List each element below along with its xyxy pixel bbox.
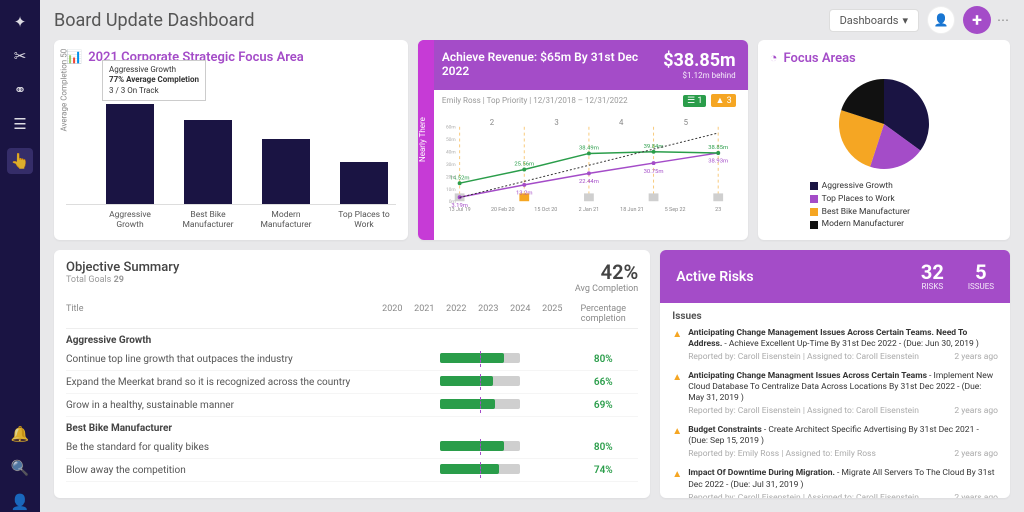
legend-item: Modern Manufacturer [810,218,998,231]
objective-summary-card: Objective Summary Total Goals 29 42% Avg… [54,250,650,498]
focus-areas-pie-card: ◔ Focus Areas Aggressive GrowthTop Place… [758,40,1010,240]
y-axis-label: Average Completion 50 [60,48,69,131]
objective-group: Aggressive Growth [66,329,638,348]
dashboards-dropdown[interactable]: Dashboards ▾ [829,9,919,32]
risks-count: 32 [921,262,944,282]
topbar: Board Update Dashboard Dashboards ▾ 👤 + … [40,0,1024,40]
bar[interactable]: Aggressive Growth [106,104,154,204]
svg-text:2: 2 [490,118,495,127]
objective-row[interactable]: Expand the Meerkat brand so it is recogn… [66,371,638,394]
issue-item[interactable]: ▲ Impact Of Downtime During Migration. -… [672,468,998,498]
add-button[interactable]: + [963,6,991,34]
svg-text:23: 23 [715,207,721,213]
risks-heading: Active Risks [676,269,753,285]
svg-text:20m: 20m [446,174,456,180]
bar[interactable]: Best Bike Manufacturer [184,120,232,205]
issue-item[interactable]: ▲ Anticipating Change Managment Issues A… [672,371,998,417]
focus-area-card: 📊 2021 Corporate Strategic Focus Area Ag… [54,40,408,240]
bar-label: Best Bike Manufacturer [173,210,243,230]
dashboards-label: Dashboards [840,14,899,27]
nav-scissors-icon[interactable]: ✂ [10,46,30,66]
bar-label: Modern Manufacturer [251,210,321,230]
more-menu[interactable]: ⋯ [997,13,1010,27]
svg-text:2 Jan 21: 2 Jan 21 [578,207,599,213]
user-icon-button[interactable]: 👤 [927,6,955,34]
objective-row[interactable]: Blow away the competition 74% [66,459,638,482]
svg-text:30.75m: 30.75m [643,169,663,175]
issue-item[interactable]: ▲ Budget Constraints - Create Architect … [672,425,998,460]
svg-text:38.93m: 38.93m [708,159,728,165]
issues-section-label: Issues [672,311,998,322]
svg-text:18 Jun 21: 18 Jun 21 [620,207,644,213]
svg-text:13 Jul 19: 13 Jul 19 [448,207,470,213]
issue-item[interactable]: ▲ Anticipating Change Management Issues … [672,328,998,363]
svg-text:20 Feb 20: 20 Feb 20 [491,207,515,213]
svg-text:30m: 30m [446,162,456,168]
chevron-down-icon: ▾ [902,14,908,27]
bar-tooltip: Aggressive Growth 77% Average Completion… [102,60,206,101]
revenue-line-chart: 23453.19m13.2m22.44m30.75m38.93m14.52m25… [442,113,736,215]
svg-text:13.2m: 13.2m [516,191,533,197]
warning-icon: ▲ [672,328,682,363]
svg-text:10m: 10m [446,187,456,193]
svg-text:38.85m: 38.85m [708,145,728,151]
objective-group: Best Bike Manufacturer [66,417,638,436]
svg-text:4: 4 [619,118,624,127]
active-risks-card: Active Risks 32RISKS 5ISSUES Issues ▲ An… [660,250,1010,498]
svg-text:5: 5 [684,118,689,127]
svg-text:40m: 40m [446,150,456,156]
svg-text:5 Sep 22: 5 Sep 22 [665,207,686,213]
bar[interactable]: Modern Manufacturer [262,139,310,204]
svg-text:60m: 60m [446,125,456,131]
issues-count: 5 [968,262,994,282]
revenue-badge-green[interactable]: ☰ 1 [683,95,706,107]
pie-title: Focus Areas [784,51,856,66]
nav-search-icon[interactable]: 🔍 [10,458,30,478]
objective-row[interactable]: Grow in a healthy, sustainable manner 69… [66,394,638,417]
revenue-amount: $38.85m [663,50,735,71]
bar-label: Aggressive Growth [95,210,165,230]
revenue-behind: $1.12m behind [663,71,735,80]
revenue-card: Nearly There Achieve Revenue: $65m By 31… [418,40,748,240]
legend-item: Top Places to Work [810,193,998,206]
side-nav: ✦ ✂ ⚭ ☰ 👆 🔔 🔍 👤 [0,0,40,512]
bar[interactable]: Top Places to Work [340,162,388,204]
warning-icon: ▲ [672,425,682,460]
revenue-meta: Emily Ross | Top Priority | 12/31/2018 –… [442,96,628,105]
pie-chart [834,74,934,174]
pie-legend: Aggressive GrowthTop Places to WorkBest … [770,180,998,231]
nav-people-icon[interactable]: ⚭ [10,80,30,100]
svg-text:25.56m: 25.56m [514,162,534,168]
avg-completion-pct: 42% [575,260,638,284]
nav-logo-icon[interactable]: ✦ [10,12,30,32]
revenue-title: Achieve Revenue: $65m By 31st Dec 2022 [442,50,663,78]
svg-text:22.44m: 22.44m [579,179,599,185]
nav-bell-icon[interactable]: 🔔 [10,424,30,444]
legend-item: Best Bike Manufacturer [810,206,998,219]
objective-row[interactable]: Be the standard for quality bikes 80% [66,436,638,459]
objective-heading: Objective Summary [66,260,179,275]
objective-row[interactable]: Continue top line growth that outpaces t… [66,348,638,371]
legend-item: Aggressive Growth [810,180,998,193]
pie-chart-icon: ◔ [770,50,778,66]
page-title: Board Update Dashboard [54,10,255,31]
svg-text:0m: 0m [449,199,456,205]
nav-list-icon[interactable]: ☰ [10,114,30,134]
svg-text:50m: 50m [446,137,456,143]
svg-text:38.49m: 38.49m [579,146,599,152]
objective-table-header: Title202020212022202320242025Percentage … [66,300,638,329]
svg-text:3: 3 [554,118,558,127]
warning-icon: ▲ [672,468,682,498]
revenue-badge-orange[interactable]: ▲ 3 [711,94,735,107]
bar-label: Top Places to Work [329,210,399,230]
nav-dashboard-icon[interactable]: 👆 [7,148,33,174]
warning-icon: ▲ [672,371,682,417]
nav-user-icon[interactable]: 👤 [10,492,30,512]
svg-text:15 Oct 20: 15 Oct 20 [534,207,557,213]
